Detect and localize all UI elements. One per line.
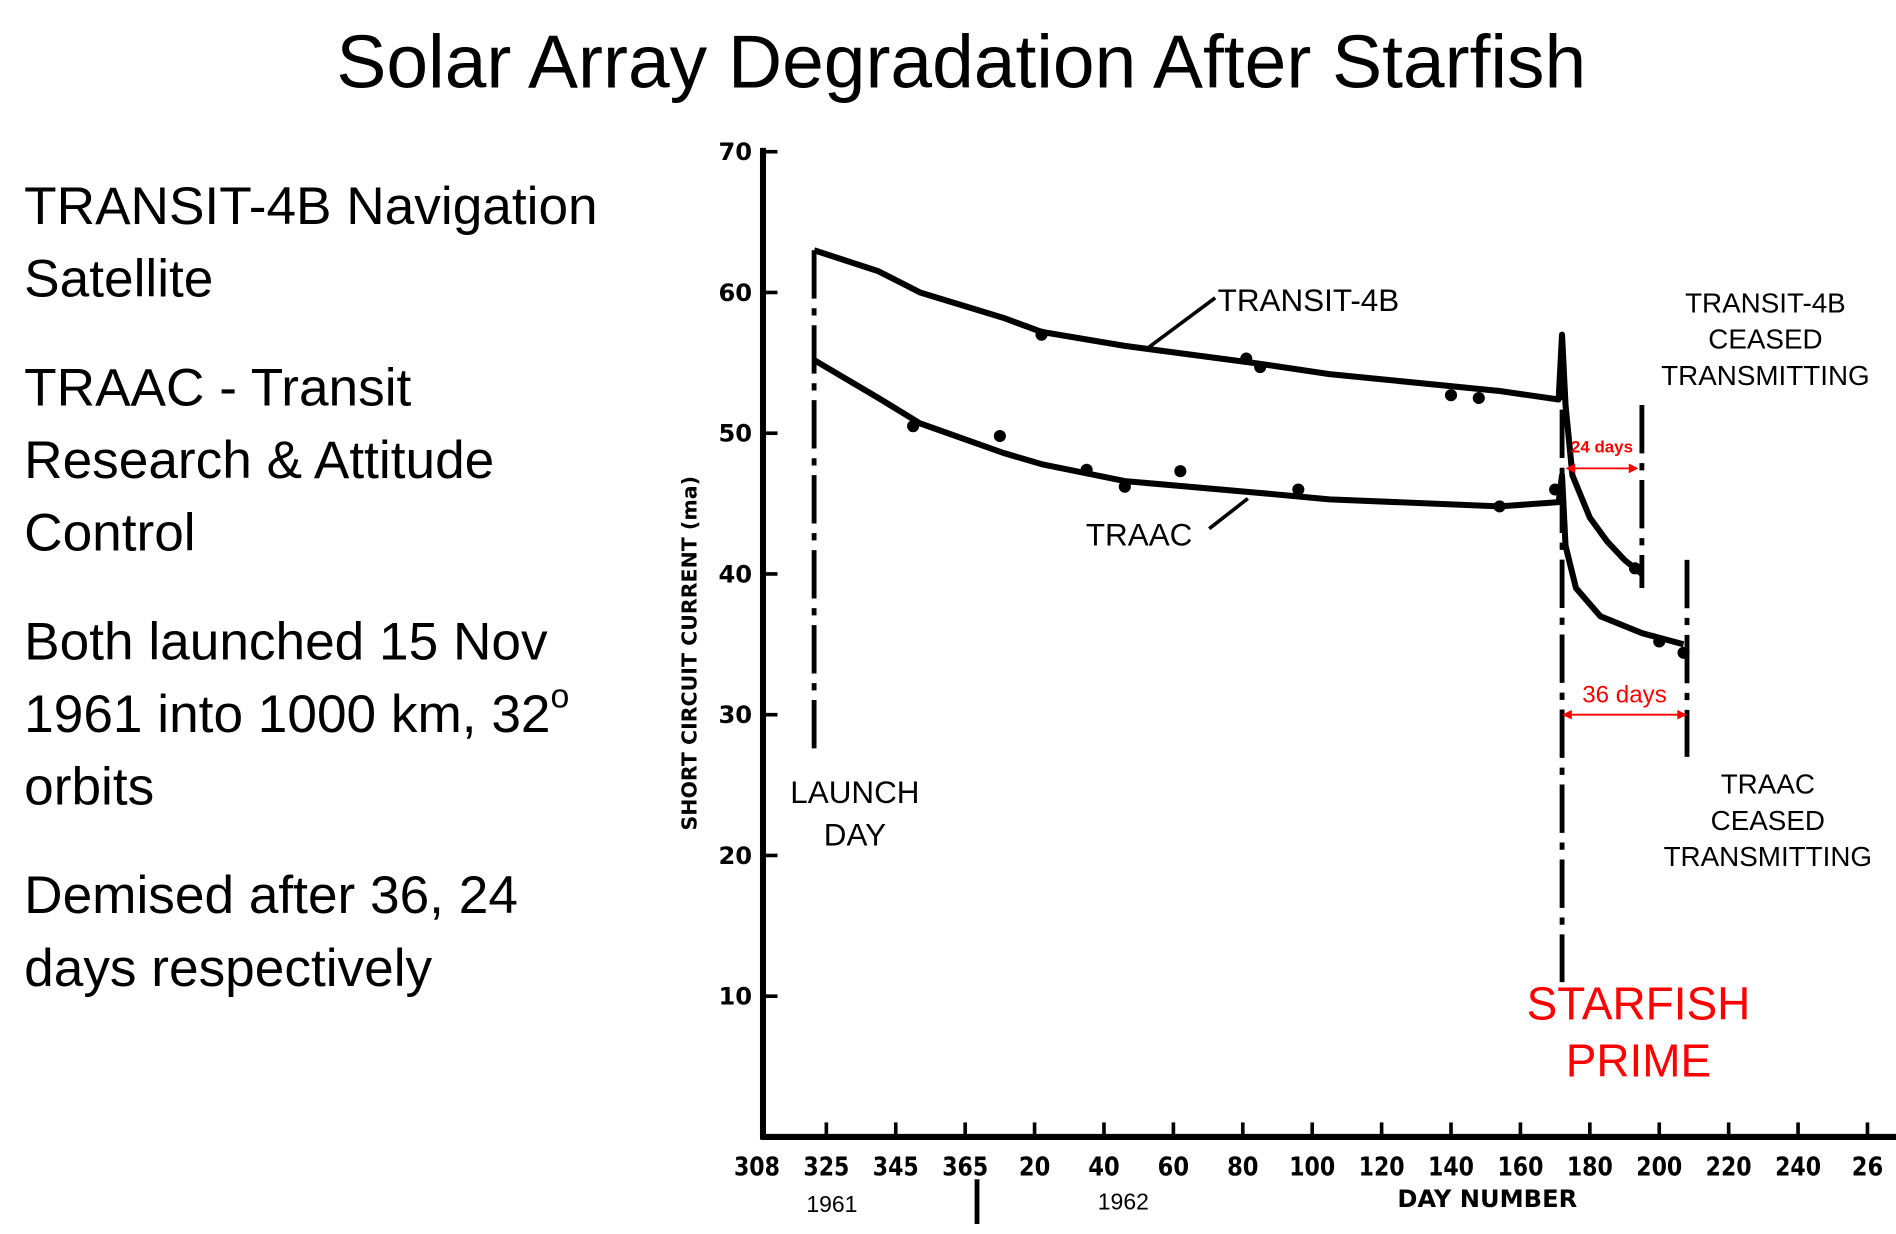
data-point <box>1240 352 1253 365</box>
x-tick-label: 345 <box>873 1152 919 1182</box>
x-axis-label: DAY NUMBER <box>1397 1185 1577 1213</box>
data-point <box>1254 361 1267 374</box>
arrowhead-left-icon <box>1562 709 1572 720</box>
y-tick-label: 30 <box>718 701 752 729</box>
x-tick-label: 140 <box>1428 1152 1474 1182</box>
traac-ceased-label: TRAAC CEASED TRANSMITTING <box>1664 769 1872 873</box>
bullet-3-line-1: Both launched 15 Nov <box>24 612 548 671</box>
slide-title: Solar Array Degradation After Starfish <box>336 19 1586 103</box>
span-label: 24 days <box>1571 438 1633 457</box>
spans: 24 days 36 days <box>1562 438 1688 720</box>
year-label-1962: 1962 <box>1098 1189 1149 1215</box>
launch-label: LAUNCH DAY <box>790 775 919 852</box>
event-lines <box>811 250 1690 983</box>
series <box>812 247 1690 659</box>
data-point <box>1472 391 1485 405</box>
bullet-3-line-2: 1961 into 1000 km, 32o <box>24 678 569 744</box>
x-ticks: 308 325 345 365 20 40 60 80 100 120 140 160 180 200 22… <box>734 1122 1883 1182</box>
series-label-transit: TRANSIT-4B <box>1218 283 1400 318</box>
x-tick-label: 308 <box>734 1152 780 1182</box>
x-tick-label: 26 <box>1852 1152 1883 1182</box>
launch-label-line-2: DAY <box>824 818 886 853</box>
data-point <box>1118 480 1131 493</box>
data-point <box>1174 465 1187 478</box>
y-tick-label: 70 <box>718 138 752 166</box>
transit-ceased-line-2: CEASED <box>1708 324 1822 355</box>
data-point <box>907 420 920 433</box>
bullet-2-line-1: TRAAC - Transit <box>24 358 411 417</box>
arrowhead-right-icon <box>1677 709 1688 720</box>
x-tick-label: 80 <box>1227 1152 1258 1182</box>
bullet-3-line-3: orbits <box>24 757 154 816</box>
bullet-4-line-2: days respectively <box>24 939 432 998</box>
traac-label-leader <box>1208 497 1249 531</box>
bullet-list: TRANSIT-4B Navigation Satellite TRAAC - … <box>24 177 597 998</box>
x-tick-label: 180 <box>1567 1152 1613 1182</box>
y-tick-label: 20 <box>718 842 752 870</box>
data-point <box>1080 463 1093 476</box>
bullet-1-line-1: TRANSIT-4B Navigation <box>24 177 597 236</box>
transit-label-leader <box>1147 296 1217 349</box>
data-point <box>1653 635 1666 648</box>
series-label-traac: TRAAC <box>1086 518 1192 553</box>
x-tick-label: 100 <box>1289 1152 1335 1182</box>
data-point <box>1035 328 1048 341</box>
series-line-traac <box>812 357 1685 648</box>
y-tick-label: 10 <box>718 983 752 1011</box>
y-axis-label: SHORT CIRCUIT CURRENT (ma) <box>677 476 701 831</box>
x-tick-label: 365 <box>942 1152 988 1182</box>
x-tick-label: 220 <box>1706 1152 1752 1182</box>
data-point <box>1292 483 1305 496</box>
traac-ceased-line-1: TRAAC <box>1721 769 1815 800</box>
y-ticks: 10 20 30 40 50 60 70 <box>718 138 778 1011</box>
data-point <box>1628 562 1641 575</box>
starfish-label: STARFISH PRIME <box>1527 978 1751 1087</box>
data-point <box>1493 500 1506 513</box>
transit-ceased-line-3: TRANSMITTING <box>1661 360 1869 391</box>
data-point <box>1677 646 1690 659</box>
starfish-label-line-1: STARFISH <box>1527 978 1751 1030</box>
x-tick-label: 20 <box>1019 1152 1050 1182</box>
x-tick-label: 325 <box>803 1152 849 1182</box>
x-tick-label: 60 <box>1158 1152 1189 1182</box>
data-point <box>1549 483 1562 496</box>
traac-ceased-line-2: CEASED <box>1711 805 1825 836</box>
x-tick-label: 240 <box>1775 1152 1821 1182</box>
bullet-3-line-2-text: 1961 into 1000 km, 32 <box>24 685 550 744</box>
series-line-transit <box>813 247 1644 577</box>
year-label-1961: 1961 <box>806 1191 857 1217</box>
x-tick-label: 200 <box>1636 1152 1682 1182</box>
y-tick-label: 50 <box>718 420 752 448</box>
starfish-label-line-2: PRIME <box>1566 1034 1711 1086</box>
span-label: 36 days <box>1582 682 1667 709</box>
bullet-1-line-2: Satellite <box>24 250 213 309</box>
x-tick-label: 40 <box>1088 1152 1119 1182</box>
chart: 10 20 30 40 50 60 70 308 325 345 365 20 40 60 80 100 12… <box>677 138 1896 1225</box>
bullet-4-line-1: Demised after 36, 24 <box>24 866 518 925</box>
bullet-2-line-3: Control <box>24 503 195 562</box>
traac-ceased-line-3: TRANSMITTING <box>1664 841 1872 872</box>
x-tick-label: 160 <box>1497 1152 1543 1182</box>
arrowhead-right-icon <box>1628 463 1639 474</box>
data-point <box>993 429 1006 443</box>
arrowhead-left-icon <box>1565 463 1576 474</box>
launch-label-line-1: LAUNCH <box>790 775 919 810</box>
y-tick-label: 60 <box>718 279 752 307</box>
transit-ceased-label: TRANSIT-4B CEASED TRANSMITTING <box>1661 287 1869 391</box>
x-tick-label: 120 <box>1359 1152 1405 1182</box>
y-tick-label: 40 <box>718 560 752 588</box>
degree-superscript: o <box>551 678 570 716</box>
transit-ceased-line-1: TRANSIT-4B <box>1685 287 1846 318</box>
bullet-2-line-2: Research & Attitude <box>24 431 494 490</box>
data-point <box>1444 389 1458 402</box>
